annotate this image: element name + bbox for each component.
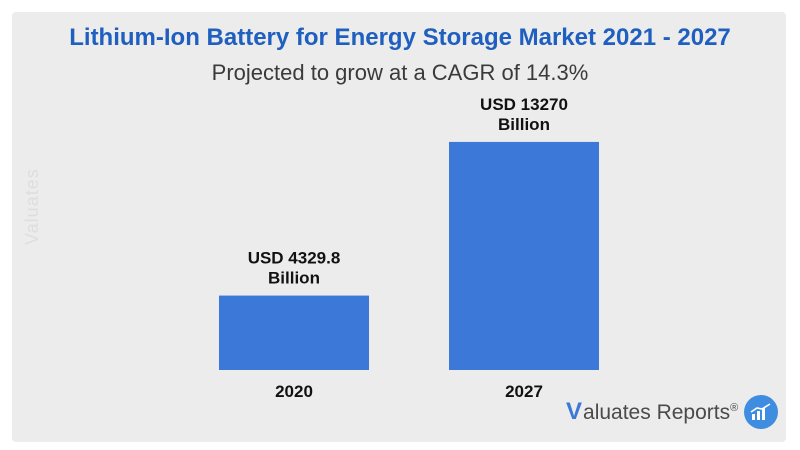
bar-2020 <box>219 295 369 370</box>
x-tick-label-2027: 2027 <box>505 382 543 401</box>
chart-subtitle: Projected to grow at a CAGR of 14.3% <box>211 60 589 85</box>
x-tick-label-2020: 2020 <box>275 382 313 401</box>
registered-mark: ® <box>730 402 739 414</box>
bar-2027 <box>449 141 599 370</box>
chart-panel <box>12 12 786 442</box>
chart-title: Lithium-Ion Battery for Energy Storage M… <box>69 24 731 51</box>
chart-trend-icon <box>744 395 779 429</box>
brand-wordmark: Valuates Reports® <box>566 398 738 426</box>
brand-logo: Valuates Reports® <box>566 395 779 429</box>
brand-name: aluates Reports <box>583 401 731 424</box>
brand-initial: V <box>566 398 583 425</box>
data-label-2020: USD 4329.8 Billion <box>248 249 341 288</box>
data-label-2027: USD 13270 Billion <box>480 95 568 134</box>
